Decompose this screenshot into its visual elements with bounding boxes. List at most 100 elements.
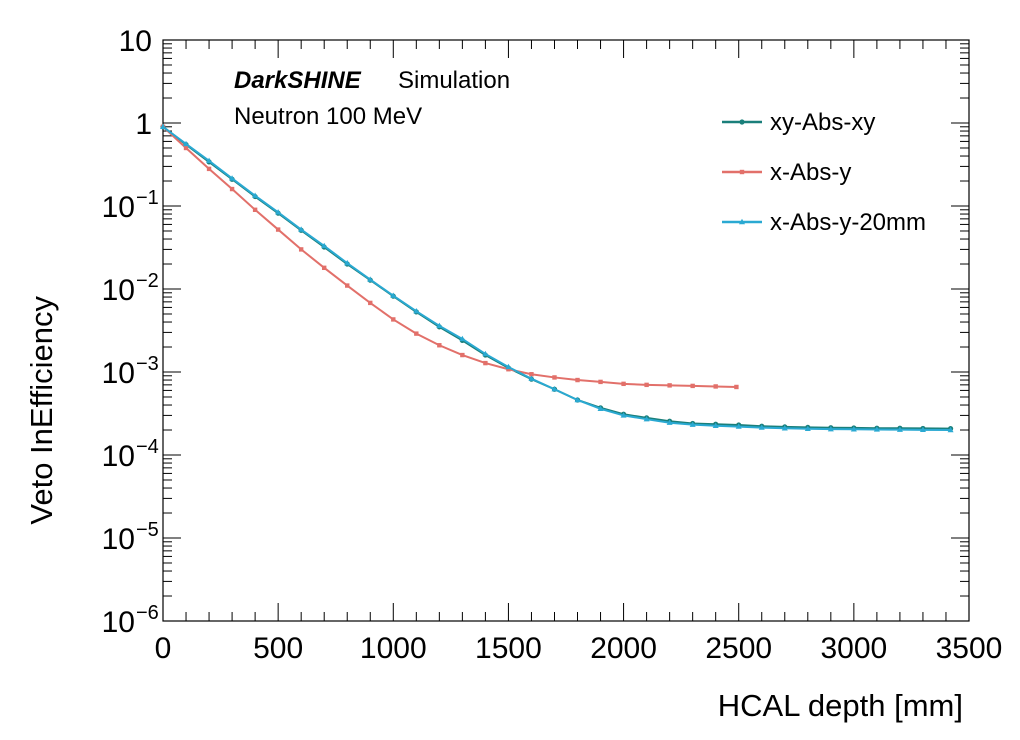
data-point [666,419,673,425]
data-point [206,166,212,172]
data-point [391,317,396,322]
y-tick-label: 10 [102,191,135,224]
data-point [459,335,466,342]
y-tick-label: 10 [119,25,152,58]
data-point [344,259,351,266]
data-point [781,425,788,431]
data-point [712,422,719,428]
y-tick-label: 1 [135,108,152,141]
x-tick-label: 1000 [360,632,427,665]
data-point [229,186,235,192]
x-tick-label: 2000 [590,632,657,665]
data-point [252,207,258,212]
data-point [345,283,350,288]
data-point [506,367,511,372]
y-tick-label: 10 [102,440,135,473]
data-point [183,145,189,151]
data-point [552,375,557,380]
data-point [436,322,443,329]
legend-item: x-Abs-y-20mm [722,209,926,236]
data-point [252,192,259,198]
y-tick-label-exponent: −3 [136,353,159,375]
y-tick-label: 10 [102,523,135,556]
data-point [574,396,581,403]
data-point [298,226,305,232]
data-point [621,381,626,387]
data-point [160,123,166,129]
x-tick-label: 1500 [475,632,542,665]
data-point [413,308,420,314]
data-point [275,209,282,215]
series-x-Abs-y-20mm [160,123,954,433]
data-point [734,384,739,390]
data-point [183,140,190,147]
data-point [505,363,512,370]
y-tick-label-exponent: −2 [136,270,159,292]
plot-frame-layer [162,39,970,622]
status-label: Simulation [398,67,510,94]
legend-label: xy-Abs-xy [770,109,875,136]
data-point [598,379,603,385]
data-point [482,350,489,357]
data-point [437,343,442,348]
y-tick-label: 10 [102,357,135,390]
data-point [460,352,465,358]
y-tick-label: 10 [102,606,135,639]
data-point [368,300,373,306]
data-point [551,386,558,392]
data-point [390,292,397,298]
legend-label: x-Abs-y-20mm [770,209,926,236]
data-point [620,412,627,418]
data-point [644,382,649,388]
sample-label: Neutron 100 MeV [234,103,422,130]
data-point [827,425,834,432]
plot-frame [162,39,970,622]
legend: xy-Abs-xy x-Abs-y x-Abs-y-20mm [722,109,926,236]
x-tick-label: 0 [155,632,172,665]
data-point [896,426,903,432]
y-tick-label: 10 [102,274,135,307]
data-point [643,415,650,422]
series-layer [160,123,954,433]
x-tick-label: 500 [253,632,303,665]
y-tick-label-exponent: −4 [136,436,159,458]
data-point [804,425,811,431]
data-point [229,175,236,181]
data-point [529,372,534,377]
experiment-label: DarkSHINE [234,67,362,94]
x-tick-label: 3500 [936,632,1003,665]
legend-swatch-marker [739,119,745,125]
y-axis-title: Veto InEfficiency [24,296,59,525]
data-point [713,384,718,389]
series-x-Abs-y [160,124,739,390]
legend-swatch-marker [739,169,745,175]
y-tick-label-exponent: −5 [136,519,159,541]
data-point [298,247,304,252]
data-point [206,157,213,164]
data-point [735,423,742,429]
data-point [690,383,695,389]
data-point [367,276,374,282]
x-tick-label: 3000 [820,632,887,665]
y-tick-label-exponent: −6 [136,602,159,624]
data-point [275,227,281,232]
data-point [667,383,672,388]
data-point [322,265,327,271]
data-point [528,375,535,381]
data-point [414,331,419,336]
data-point [689,421,696,427]
data-point [850,426,857,432]
data-point [758,424,765,430]
data-point [597,405,604,412]
data-point [919,426,926,433]
legend-item: xy-Abs-xy [722,109,875,136]
series-line [162,126,737,388]
y-tick-label-exponent: −1 [136,187,159,209]
x-axis-title: HCAL depth [mm] [718,688,963,723]
data-point [947,426,954,433]
data-point [873,426,880,432]
legend-label: x-Abs-y [770,159,851,186]
